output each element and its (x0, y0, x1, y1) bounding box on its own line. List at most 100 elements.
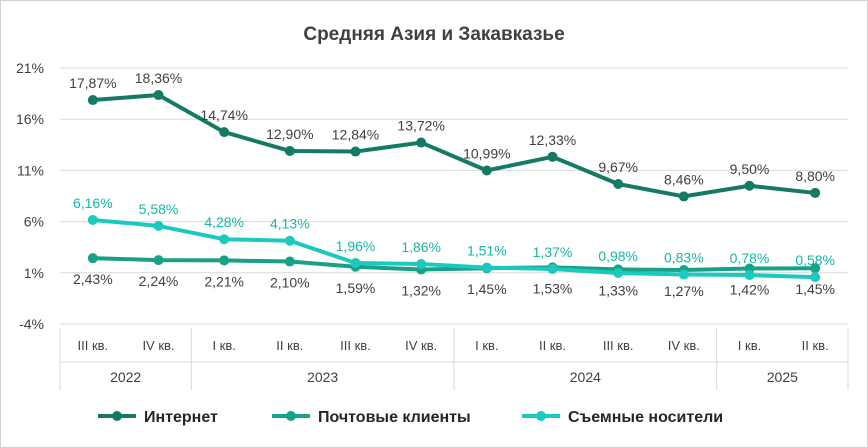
data-point (613, 179, 624, 190)
data-point (87, 95, 98, 106)
data-point (87, 214, 98, 225)
legend-swatch-marker (112, 411, 122, 421)
data-point (284, 235, 295, 246)
data-label: 1,59% (336, 280, 376, 296)
x-tick-label: IV кв. (405, 338, 437, 353)
x-tick-label: IV кв. (668, 338, 700, 353)
y-tick-label: 1% (24, 265, 44, 281)
data-point (153, 220, 164, 231)
data-point (613, 268, 624, 279)
y-tick-label: -4% (19, 316, 44, 332)
data-point (416, 137, 427, 148)
data-point (547, 151, 558, 162)
x-year-label: 2022 (110, 369, 141, 385)
data-label: 1,51% (467, 243, 507, 259)
x-tick-label: I кв. (738, 338, 761, 353)
data-label: 12,33% (529, 132, 576, 148)
legend-label: Интернет (144, 409, 218, 426)
y-tick-label: 16% (16, 111, 44, 127)
data-label: 17,87% (69, 75, 116, 91)
data-label: 1,96% (336, 238, 376, 254)
data-label: 13,72% (397, 118, 444, 134)
series-line-0 (92, 93, 816, 199)
data-label: 0,83% (664, 250, 704, 266)
data-label: 1,86% (401, 239, 441, 255)
data-label: 6,16% (73, 195, 113, 211)
x-tick-label: IV кв. (142, 338, 174, 353)
data-label: 14,74% (200, 107, 247, 123)
data-point (87, 253, 98, 264)
data-label: 2,10% (270, 275, 310, 291)
data-point (350, 146, 361, 157)
x-tick-label: II кв. (276, 338, 303, 353)
data-point (219, 127, 230, 138)
data-point (350, 257, 361, 268)
data-label: 1,42% (730, 281, 770, 297)
data-point (284, 256, 295, 267)
legend-swatch-marker (536, 411, 546, 421)
data-point (810, 187, 821, 198)
data-label: 2,24% (139, 273, 179, 289)
data-label: 0,98% (598, 248, 638, 264)
data-label: 1,37% (533, 244, 573, 260)
data-label: 1,33% (598, 282, 638, 298)
data-point (547, 264, 558, 275)
data-label: 1,45% (795, 281, 835, 297)
legend-label: Съемные носители (568, 409, 723, 426)
data-label: 10,99% (463, 146, 510, 162)
x-year-label: 2025 (767, 369, 798, 385)
data-label: 12,84% (332, 127, 379, 143)
data-point (744, 270, 755, 281)
series-lines (87, 90, 821, 283)
data-label: 2,21% (204, 273, 244, 289)
x-tick-label: III кв. (340, 338, 371, 353)
data-point (678, 191, 689, 202)
data-label: 1,32% (401, 283, 441, 299)
chart-title: Средняя Азия и Закавказье (303, 24, 564, 45)
y-tick-label: 21% (16, 60, 44, 76)
data-label: 2,43% (73, 271, 113, 287)
data-label: 4,13% (270, 216, 310, 232)
data-point (810, 272, 821, 283)
x-tick-label: III кв. (603, 338, 634, 353)
data-label: 8,46% (664, 171, 704, 187)
data-label: 9,67% (598, 159, 638, 175)
data-point (284, 145, 295, 156)
data-point (810, 263, 821, 274)
data-point (481, 165, 492, 176)
data-label: 5,58% (139, 201, 179, 217)
data-label: 4,28% (204, 214, 244, 230)
data-point (153, 255, 164, 266)
series-line-2 (92, 217, 816, 280)
data-label: 9,50% (730, 161, 770, 177)
x-tick-label: I кв. (475, 338, 498, 353)
y-tick-label: 11% (17, 162, 44, 178)
data-label: 8,80% (795, 168, 835, 184)
grid-lines (60, 67, 848, 325)
data-label: 0,58% (795, 252, 835, 268)
x-tick-label: II кв. (539, 338, 566, 353)
data-label: 0,78% (730, 250, 770, 266)
data-label: 1,53% (533, 280, 573, 296)
data-point (678, 269, 689, 280)
x-tick-label: III кв. (78, 338, 109, 353)
data-point (153, 90, 164, 101)
legend: Интернет Почтовые клиенты Съемные носители (98, 409, 723, 426)
x-tick-label: II кв. (802, 338, 829, 353)
data-point (481, 262, 492, 273)
x-axis: III кв. IV кв. I кв. II кв. III кв. IV кв. I к… (59, 328, 849, 390)
data-point (416, 258, 427, 269)
data-point (744, 180, 755, 191)
x-year-label: 2024 (570, 369, 601, 385)
y-tick-label: 6% (24, 214, 44, 230)
data-label: 18,36% (135, 70, 182, 86)
data-label: 1,45% (467, 281, 507, 297)
y-axis-tick-labels: 21% 16% 11% 6% 1% -4% (16, 60, 44, 332)
data-label: 12,90% (266, 126, 313, 142)
data-label: 1,27% (664, 283, 704, 299)
legend-swatch-marker (286, 411, 296, 421)
x-tick-label: I кв. (212, 338, 235, 353)
data-point (219, 234, 230, 245)
x-year-label: 2023 (307, 369, 338, 385)
